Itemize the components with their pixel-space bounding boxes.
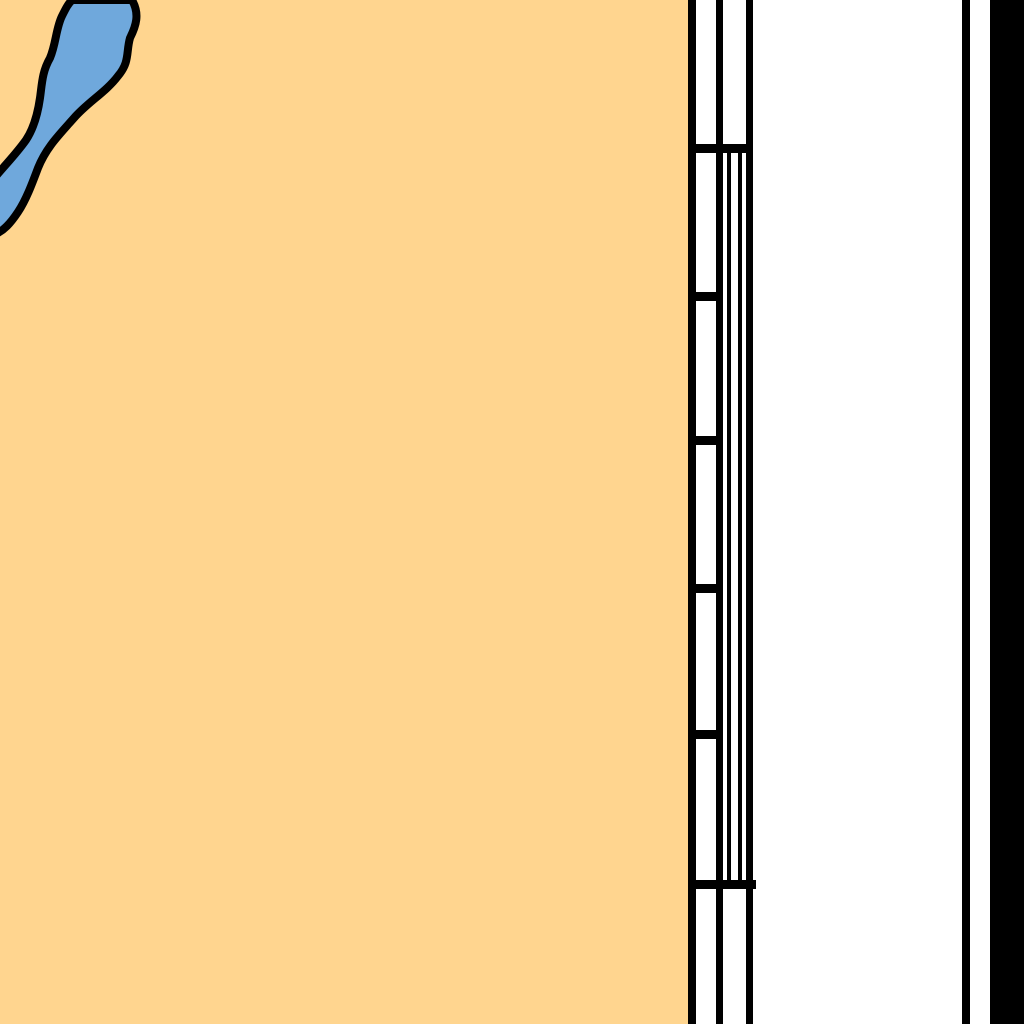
outer-border-thin-line (962, 0, 970, 1024)
lake[interactable] (0, 0, 141, 237)
scale-bar-tick (690, 144, 748, 153)
scale-bar-tick (690, 880, 756, 889)
scale-bar-inner-line (727, 148, 731, 888)
scale-bar-inner-line (738, 148, 742, 888)
outer-border (962, 0, 1024, 1024)
scale-bar-tick (690, 730, 720, 739)
neatline-bar (716, 0, 723, 1024)
outer-border-thick-line (990, 0, 1024, 1024)
neatline-bar (746, 0, 753, 1024)
neatline-bar (688, 0, 696, 1024)
scale-bar-tick (690, 292, 720, 301)
land-area[interactable] (0, 0, 692, 1024)
scale-bar-tick (690, 584, 720, 593)
scale-bar-graduated (690, 144, 756, 889)
map-neatline-frame (688, 0, 753, 1024)
scale-bar-tick (690, 436, 720, 445)
